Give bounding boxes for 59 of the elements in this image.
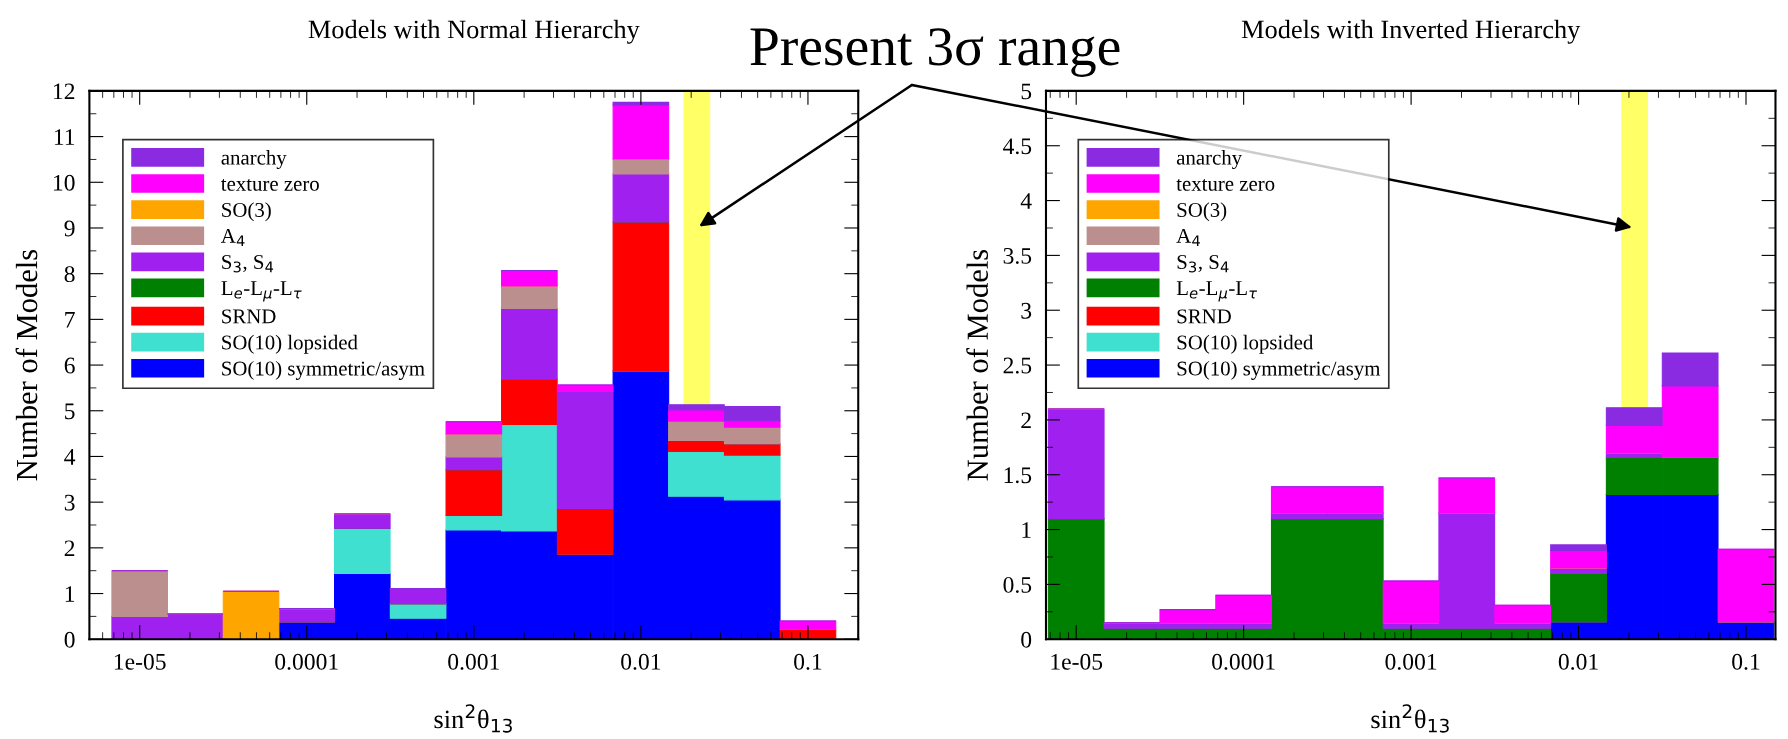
legend-label: texture zero [1176,178,1275,191]
y-axis-title: Number of Models [966,249,989,481]
legend-label: anarchy [221,150,287,169]
x-axis-title: sin$^{2}$θ$_{13}$ [434,704,512,733]
x-tick-label: 0.001 [1385,653,1437,670]
y-tick-label: 3 [1021,302,1032,319]
legend-label: A$_{4}$ [1176,228,1200,247]
y-tick-label: 0 [1021,631,1032,648]
legend-label: L$_{e}$-L$_{μ}$-L$_{τ}$ [221,281,302,302]
x-tick-label: 0.1 [1732,653,1760,670]
y-tick-label: 3 [64,494,75,511]
chart-title: Models with Normal Hierarchy [308,19,640,44]
legend-label: anarchy [1176,150,1243,169]
legend-label: SO(3) [1177,202,1227,222]
x-tick-label: 0.01 [621,653,661,670]
y-tick-label: 10 [53,174,75,191]
y-tick-label: 3.5 [1003,247,1032,264]
y-tick-label: 0.5 [1003,576,1032,593]
y-tick-label: 11 [54,129,75,145]
legend-label: L$_{e}$-L$_{μ}$-L$_{τ}$ [1176,281,1258,302]
legend-label: SRND [1177,309,1231,324]
x-tick-label: 0.01 [1558,653,1598,670]
chart-title: Models with Inverted Hierarchy [1241,19,1581,44]
y-axis-title: Number of Models [15,249,38,481]
y-tick-label: 0 [64,631,75,648]
y-tick-label: 2.5 [1003,357,1032,374]
y-tick-label: 1.5 [1004,467,1032,484]
x-tick-label: 0.0001 [275,653,338,670]
y-tick-label: 9 [64,220,75,237]
legend-label: SO(10) symmetric/asym [1177,360,1381,380]
legend-label: A$_{4}$ [221,228,245,247]
legend-label: texture zero [221,178,319,191]
text: Present 3σ range [750,28,1120,77]
y-tick-label: 8 [64,266,75,283]
x-axis-title: sin$^{2}$θ$_{13}$ [1371,704,1449,733]
x-tick-label: 1e-05 [1051,653,1103,670]
x-tick-label: 1e-05 [114,653,166,670]
legend-label: SRND [222,309,276,324]
y-tick-label: 7 [65,312,75,328]
y-tick-label: 12 [53,83,75,100]
y-tick-label: 5 [65,403,75,420]
y-tick-label: 4 [1020,193,1032,209]
y-tick-label: 2 [64,540,75,557]
legend-label: S$_{3}$, S$_{4}$ [222,255,274,273]
x-tick-label: 0.001 [448,653,499,670]
y-tick-label: 1 [1022,522,1031,538]
y-tick-label: 2 [1021,412,1031,429]
y-tick-label: 6 [64,357,75,374]
legend-label: SO(10) symmetric/asym [222,360,425,380]
legend-label: S$_{3}$, S$_{4}$ [1177,255,1229,273]
legend-label: SO(10) lopsided [222,334,358,354]
y-tick-label: 4 [64,449,76,465]
x-tick-label: 0.1 [794,653,822,670]
y-tick-label: 1 [65,586,75,602]
legend-label: SO(3) [222,202,271,222]
x-tick-label: 0.0001 [1212,653,1275,670]
y-tick-label: 4.5 [1003,138,1032,155]
legend-label: SO(10) lopsided [1177,334,1314,354]
y-tick-label: 5 [1021,83,1032,100]
